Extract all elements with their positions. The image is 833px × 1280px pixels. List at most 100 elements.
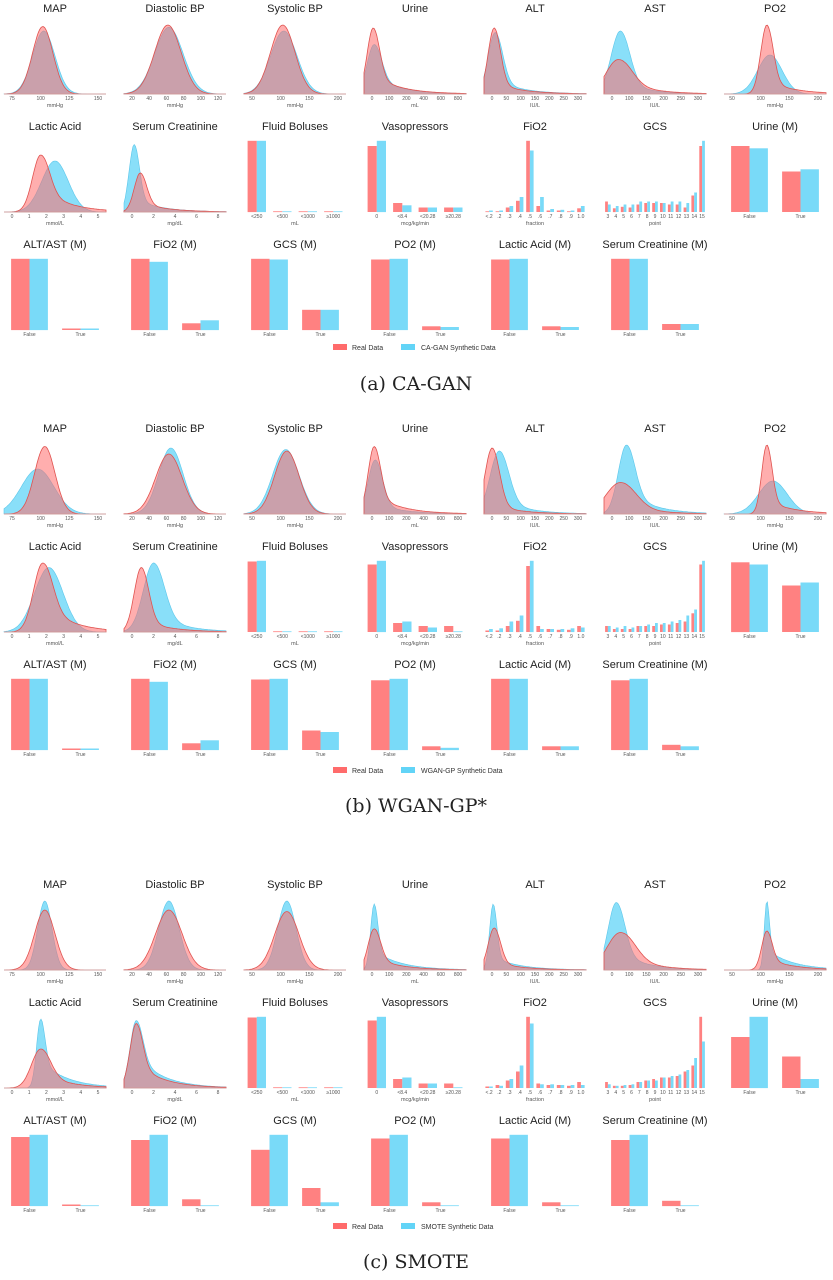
tick-label: False bbox=[503, 332, 515, 338]
subplot-title: GCS bbox=[643, 121, 667, 133]
real-bar bbox=[731, 1037, 750, 1088]
subplot-title: Urine bbox=[402, 3, 428, 15]
synthetic-bar bbox=[680, 324, 699, 330]
legend-label-synthetic: CA-GAN Synthetic Data bbox=[421, 345, 496, 352]
synthetic-bar bbox=[615, 1085, 619, 1089]
real-bar bbox=[577, 1082, 581, 1088]
real-bar bbox=[485, 211, 490, 213]
tick-label: 5 bbox=[97, 214, 100, 220]
legend: Real Data CA-GAN Synthetic Data bbox=[333, 344, 496, 352]
subplot-title: GCS (M) bbox=[273, 1115, 316, 1127]
synthetic-bar bbox=[427, 1083, 437, 1088]
subplot-title: ALT bbox=[525, 3, 545, 15]
real-bar bbox=[298, 1087, 308, 1089]
legend: Real Data SMOTE Synthetic Data bbox=[333, 1223, 493, 1231]
subplot: ALT 0 50 100 150 200 250 300 IU/L bbox=[483, 423, 587, 529]
synthetic-bar bbox=[800, 1079, 819, 1088]
synthetic-bar bbox=[560, 629, 565, 632]
tick-label: .2 bbox=[497, 214, 501, 220]
tick-label: 5 bbox=[97, 634, 100, 640]
axis-unit: mL bbox=[291, 641, 299, 647]
tick-label: 125 bbox=[65, 96, 74, 102]
real-bar bbox=[536, 1083, 541, 1088]
tick-label: 100 bbox=[756, 96, 765, 102]
subplot: GCS (M) False True bbox=[251, 239, 339, 338]
real-density bbox=[363, 27, 467, 95]
tick-label: 9 bbox=[654, 634, 657, 640]
real-bar bbox=[324, 631, 334, 633]
real-bar bbox=[526, 140, 530, 213]
real-bar bbox=[620, 206, 624, 213]
axis-unit: mmHg bbox=[767, 979, 783, 985]
tick-label: 800 bbox=[454, 516, 463, 522]
real-bar bbox=[660, 203, 663, 212]
tick-label: 3 bbox=[607, 214, 610, 220]
real-bar bbox=[662, 1200, 681, 1207]
real-bar bbox=[782, 171, 801, 212]
tick-label: 4 bbox=[79, 1090, 82, 1096]
tick-label: <.2 bbox=[486, 634, 493, 640]
subplot: Lactic Acid (M) False True bbox=[491, 1115, 579, 1214]
synthetic-bar bbox=[402, 205, 412, 213]
real-bar bbox=[546, 210, 551, 212]
subplot: Fluid Boluses <250 <500 <1000 ≥1000 mL bbox=[247, 997, 343, 1103]
real-bar bbox=[782, 1056, 801, 1088]
synthetic-bar bbox=[540, 629, 544, 632]
tick-label: True bbox=[795, 1090, 805, 1096]
subplot: MAP 75 100 125 150 mmHg bbox=[4, 879, 106, 985]
subplot: Lactic Acid 0 1 2 3 4 5 mmol/L bbox=[4, 997, 107, 1103]
subplot: Lactic Acid 0 1 2 3 4 5 mmol/L bbox=[4, 121, 107, 227]
tick-label: 120 bbox=[214, 972, 223, 978]
real-bar bbox=[546, 629, 551, 632]
tick-label: 100 bbox=[36, 96, 45, 102]
tick-label: 50 bbox=[249, 96, 255, 102]
subplot: Serum Creatinine 0 2 4 6 8 mg/dL bbox=[123, 541, 227, 647]
real-bar bbox=[667, 204, 671, 212]
tick-label: 600 bbox=[437, 972, 446, 978]
synthetic-bar bbox=[560, 327, 579, 330]
subplot-title: PO2 bbox=[764, 879, 786, 891]
tick-label: 200 bbox=[545, 516, 554, 522]
synthetic-bar bbox=[639, 1082, 643, 1088]
synthetic-bar bbox=[702, 140, 705, 213]
real-bar bbox=[491, 1138, 510, 1206]
subplot-title: Fluid Boluses bbox=[262, 541, 329, 553]
subplot: Fluid Boluses <250 <500 <1000 ≥1000 mL bbox=[247, 541, 343, 647]
real-bar bbox=[782, 585, 801, 632]
synthetic-bar bbox=[453, 631, 463, 633]
synthetic-bar bbox=[282, 1087, 292, 1089]
real-bar bbox=[546, 1085, 551, 1088]
tick-label: 75 bbox=[9, 516, 15, 522]
legend-label-real: Real Data bbox=[352, 345, 383, 352]
synthetic-bar bbox=[389, 678, 408, 751]
tick-label: False bbox=[383, 752, 395, 758]
tick-label: 100 bbox=[625, 516, 634, 522]
subplot: PO2 (M) False True bbox=[371, 659, 459, 758]
tick-label: <500 bbox=[277, 1090, 288, 1096]
tick-label: <250 bbox=[251, 634, 262, 640]
real-bar bbox=[536, 206, 541, 212]
real-bar bbox=[485, 630, 490, 632]
real-bar bbox=[495, 630, 500, 632]
real-bar bbox=[495, 1085, 500, 1088]
synthetic-bar bbox=[662, 623, 666, 632]
subplot-title: Urine bbox=[402, 423, 428, 435]
tick-label: 6 bbox=[195, 634, 198, 640]
axis-unit: mg/dL bbox=[167, 221, 182, 227]
synthetic-bar bbox=[269, 259, 288, 330]
axis-unit: mg/dL bbox=[167, 1097, 182, 1103]
tick-label: 100 bbox=[625, 972, 634, 978]
real-bar bbox=[371, 1138, 390, 1206]
tick-label: False bbox=[623, 332, 635, 338]
subplot: Lactic Acid 0 1 2 3 4 5 mmol/L bbox=[3, 541, 107, 647]
subplot: PO2 50 100 150 200 mmHg bbox=[724, 879, 827, 985]
synthetic-bar bbox=[655, 623, 658, 632]
axis-unit: mL bbox=[291, 1097, 299, 1103]
tick-label: 9 bbox=[654, 214, 657, 220]
tick-label: <1000 bbox=[301, 634, 315, 640]
tick-label: True bbox=[675, 752, 685, 758]
subplot: Serum Creatinine (M) False True bbox=[602, 1115, 707, 1214]
synthetic-bar bbox=[540, 1084, 544, 1089]
tick-label: 4 bbox=[174, 214, 177, 220]
legend-label-synthetic: SMOTE Synthetic Data bbox=[421, 1224, 493, 1231]
